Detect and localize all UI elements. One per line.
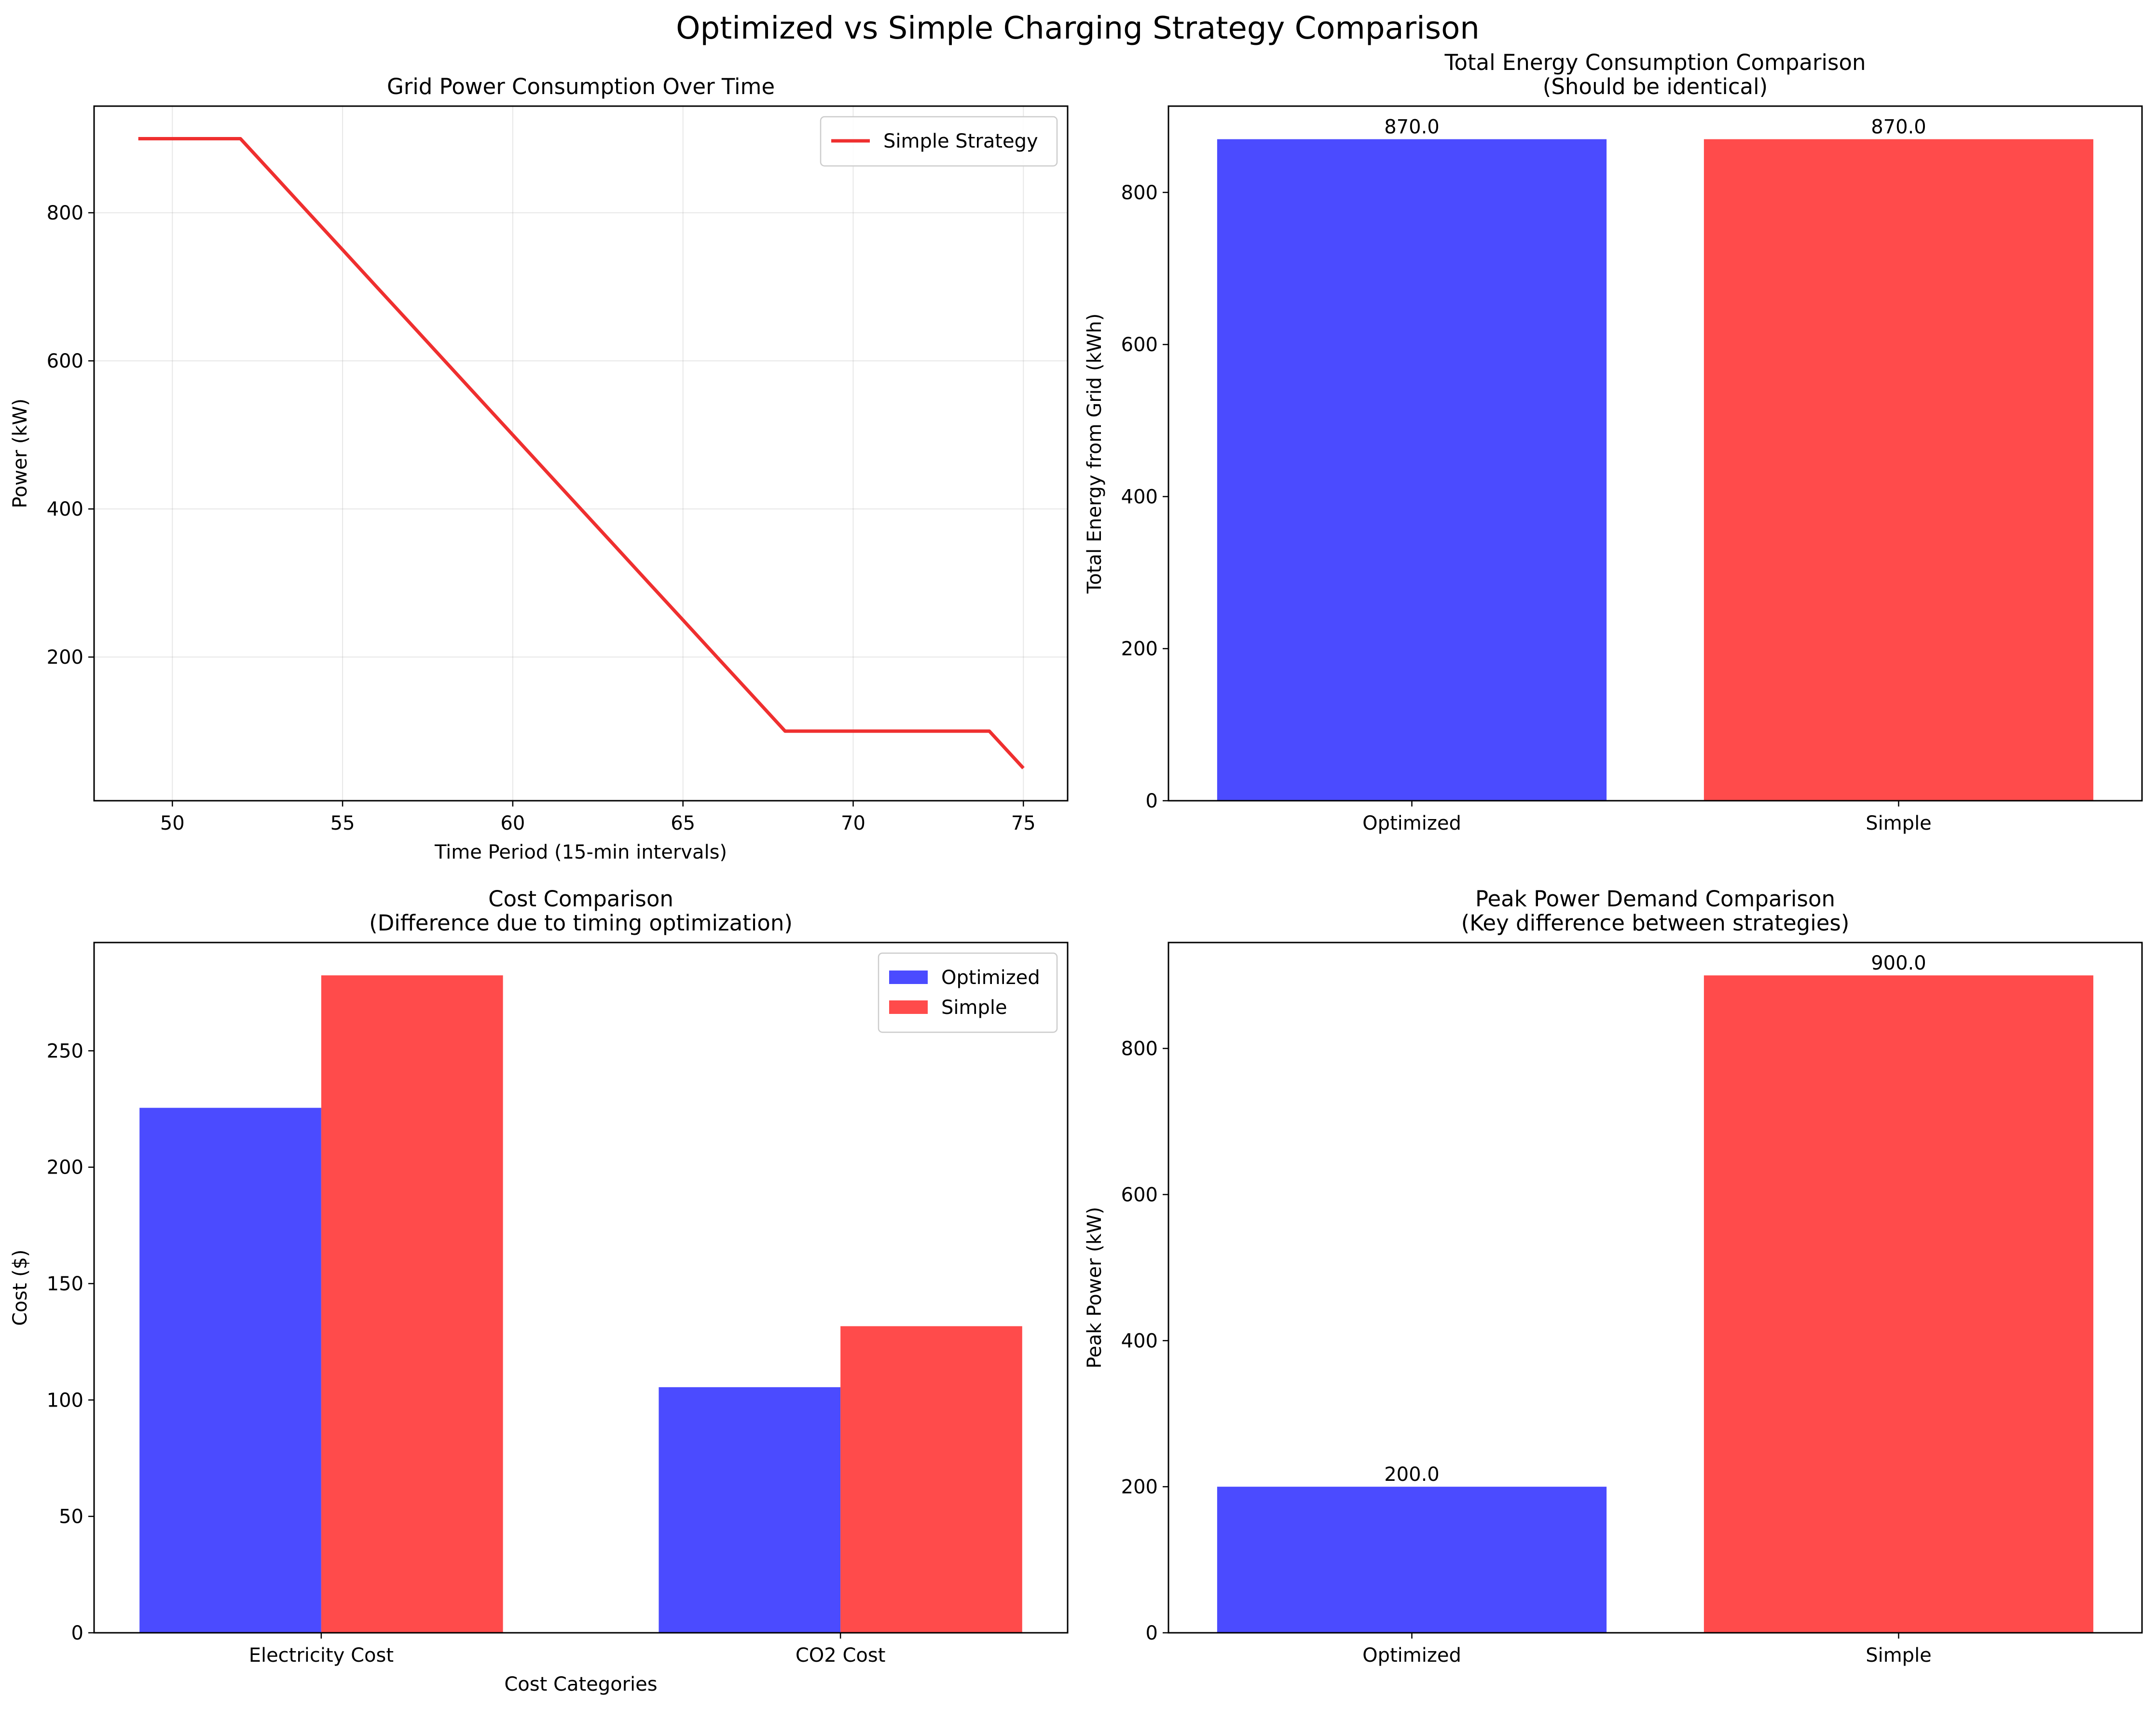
y-tick-label: 600 (47, 350, 83, 372)
y-tick-label: 800 (1121, 182, 1158, 204)
x-tick-label: 70 (841, 812, 865, 834)
y-tick-label: 50 (59, 1506, 83, 1528)
y-axis-label: Total Energy from Grid (kWh) (1084, 314, 1106, 594)
bar-simple-1 (840, 1326, 1022, 1633)
y-tick-label: 400 (1121, 1330, 1158, 1352)
x-axis-label: Time Period (15-min intervals) (434, 841, 727, 863)
x-tick-label: 65 (671, 812, 695, 834)
legend-box (820, 116, 1058, 167)
y-tick-label: 400 (47, 498, 83, 520)
y-tick-label: 200 (1121, 638, 1158, 660)
x-tick-label: Simple (1866, 812, 1932, 834)
plot-frame (93, 105, 1069, 802)
bar-optimized (1217, 1487, 1607, 1633)
bar-value-label: 870.0 (1871, 116, 1926, 138)
y-tick-label: 0 (1146, 1622, 1158, 1644)
y-axis-label: Peak Power (kW) (1084, 1207, 1106, 1368)
legend-box (878, 952, 1058, 1033)
figure-title: Optimized vs Simple Charging Strategy Co… (676, 11, 1480, 46)
y-tick-label: 0 (71, 1622, 83, 1644)
peak-power-chart: 0 200 400 600 800 Peak Power (kW) 200.0 Optimiz… (1084, 886, 2143, 1667)
x-tick-label: Simple (1866, 1644, 1932, 1667)
plot-frame (93, 942, 1069, 1634)
legend-label: Simple Strategy (883, 130, 1038, 152)
legend: Optimized Simple (878, 952, 1058, 1033)
bar-value-label: 870.0 (1384, 116, 1440, 138)
chart-title: Peak Power Demand Comparison (Key differe… (1461, 886, 1850, 936)
y-tick-label: 200 (47, 646, 83, 669)
x-tick-label: 50 (160, 812, 185, 834)
y-tick-label: 800 (47, 202, 83, 224)
bar-simple (1703, 139, 2094, 801)
legend: Simple Strategy (820, 116, 1058, 167)
bar-optimized-0 (139, 1107, 321, 1633)
legend-label: Optimized (941, 967, 1040, 989)
x-tick-label: 60 (500, 812, 525, 834)
x-axis-label: Cost Categories (504, 1673, 657, 1695)
x-tick-label: CO2 Cost (796, 1644, 886, 1667)
chart-title: Total Energy Consumption Comparison (Shou… (1444, 50, 1866, 99)
y-tick-label: 400 (1121, 486, 1158, 508)
y-tick-label: 100 (47, 1389, 83, 1411)
legend-label: Simple (941, 997, 1007, 1019)
legend-swatch (889, 971, 928, 984)
y-axis-label: Cost ($) (9, 1249, 31, 1326)
chart-title: Grid Power Consumption Over Time (387, 74, 775, 99)
y-tick-label: 250 (47, 1040, 83, 1062)
x-tick-label: Optimized (1362, 812, 1461, 834)
y-tick-label: 0 (1146, 790, 1158, 812)
plot-frame (1167, 105, 2143, 802)
y-tick-label: 200 (1121, 1476, 1158, 1498)
bar-optimized-1 (659, 1387, 841, 1633)
x-tick-label: 55 (330, 812, 355, 834)
x-tick-label: Optimized (1362, 1644, 1461, 1667)
total-energy-chart: 0 200 400 600 800 Total Energy from Grid (kWh… (1084, 50, 2143, 834)
bar-simple-0 (321, 975, 503, 1633)
x-tick-label: 75 (1011, 812, 1036, 834)
y-tick-label: 200 (47, 1157, 83, 1179)
legend-swatch (889, 1000, 928, 1014)
y-tick-label: 800 (1121, 1038, 1158, 1060)
x-tick-label: Electricity Cost (249, 1644, 394, 1667)
y-tick-label: 150 (47, 1273, 83, 1295)
y-tick-label: 600 (1121, 1184, 1158, 1206)
y-axis-label: Power (kW) (9, 398, 31, 508)
bar-simple (1703, 975, 2094, 1633)
bar-value-label: 200.0 (1384, 1463, 1440, 1486)
chart-title: Cost Comparison (Difference due to timing… (369, 886, 793, 936)
bar-optimized (1217, 139, 1607, 801)
plot-frame (1167, 942, 2143, 1634)
y-tick-label: 600 (1121, 334, 1158, 356)
grid-power-chart: 50 55 60 65 70 75 200 400 600 800 Power (kW) Grid P… (9, 74, 1069, 863)
series-line-simple-strategy (138, 137, 1025, 769)
bar-value-label: 900.0 (1871, 952, 1926, 974)
cost-chart: 0 50 100 150 200 250 Cost ($) Electricity Cost C… (9, 886, 1069, 1695)
